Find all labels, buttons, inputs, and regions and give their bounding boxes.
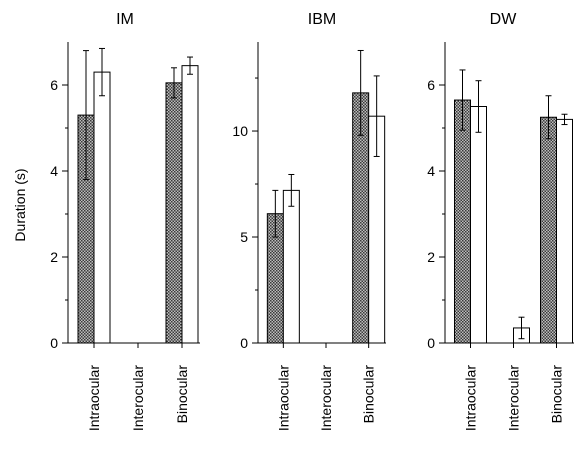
x-tick-label: Interocular [318, 365, 334, 431]
x-tick-label: Binocular [361, 365, 377, 424]
bar-open [181, 65, 199, 344]
bar-filled [165, 82, 183, 344]
y-tick-label: 0 [427, 335, 435, 351]
x-tick-label: Interocular [506, 365, 522, 431]
x-tick-label: Intraocular [86, 365, 102, 431]
y-tick-label: 4 [50, 163, 58, 179]
bar-open [470, 106, 487, 344]
panel-dw: DW 0 2 4 6 Intraocular Interocular Binocular [427, 11, 574, 431]
y-tick-label: 6 [50, 77, 58, 93]
x-tick-label: Intraocular [275, 365, 291, 431]
y-tick-label: 10 [232, 123, 248, 139]
bar-filled [454, 99, 471, 344]
panel-im: IM 0 2 4 6 Intraocular Interocular Binocular [50, 11, 200, 431]
y-tick-label: 2 [427, 249, 435, 265]
panel-title: IM [116, 11, 134, 28]
bar-open [93, 71, 111, 344]
y-tick-label: 2 [50, 249, 58, 265]
y-axis-label: Duration (s) [12, 168, 28, 241]
panel-title: IBM [308, 11, 336, 28]
bar-filled [540, 116, 557, 344]
x-tick-label: Interocular [130, 365, 146, 431]
x-tick-label: Intraocular [463, 365, 479, 431]
y-tick-label: 4 [427, 163, 435, 179]
panel-ibm: IBM 0 5 10 Intraocular Interocular Binocular [232, 11, 386, 431]
bar-open [282, 189, 300, 344]
x-tick-label: Binocular [174, 365, 190, 424]
bar-open [556, 118, 573, 344]
panel-title: DW [490, 11, 518, 28]
y-tick-label: 5 [240, 229, 248, 245]
x-tick-label: Binocular [549, 365, 565, 424]
y-tick-label: 0 [240, 335, 248, 351]
y-tick-label: 0 [50, 335, 58, 351]
y-tick-label: 6 [427, 77, 435, 93]
